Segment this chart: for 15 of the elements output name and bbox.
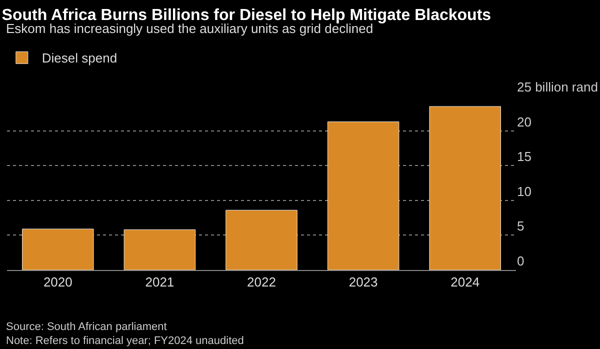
x-tick-label: 2020 [43, 274, 72, 290]
x-tick-label: 2024 [450, 274, 480, 290]
y-tick-label: 0 [517, 253, 524, 268]
chart-title: South Africa Burns Billions for Diesel to Help Mitigate Blackouts [2, 6, 492, 24]
y-tick-label: 5 [517, 218, 524, 234]
y-tick-label: 10 [517, 184, 532, 199]
x-tick-label: 2021 [145, 274, 174, 290]
legend-label: Diesel spend [42, 50, 118, 66]
x-tick-label: 2022 [247, 274, 276, 290]
x-tick-label: 2023 [348, 274, 378, 290]
y-tick-label: 20 [517, 114, 532, 130]
text: Note: Refers to financial year; FY2024 unaudited [6, 335, 244, 347]
source-note: Source: South African parliament [6, 321, 167, 333]
y-tick-label: 15 [517, 149, 532, 164]
y-tick-label: 25 billion rand [517, 79, 598, 94]
